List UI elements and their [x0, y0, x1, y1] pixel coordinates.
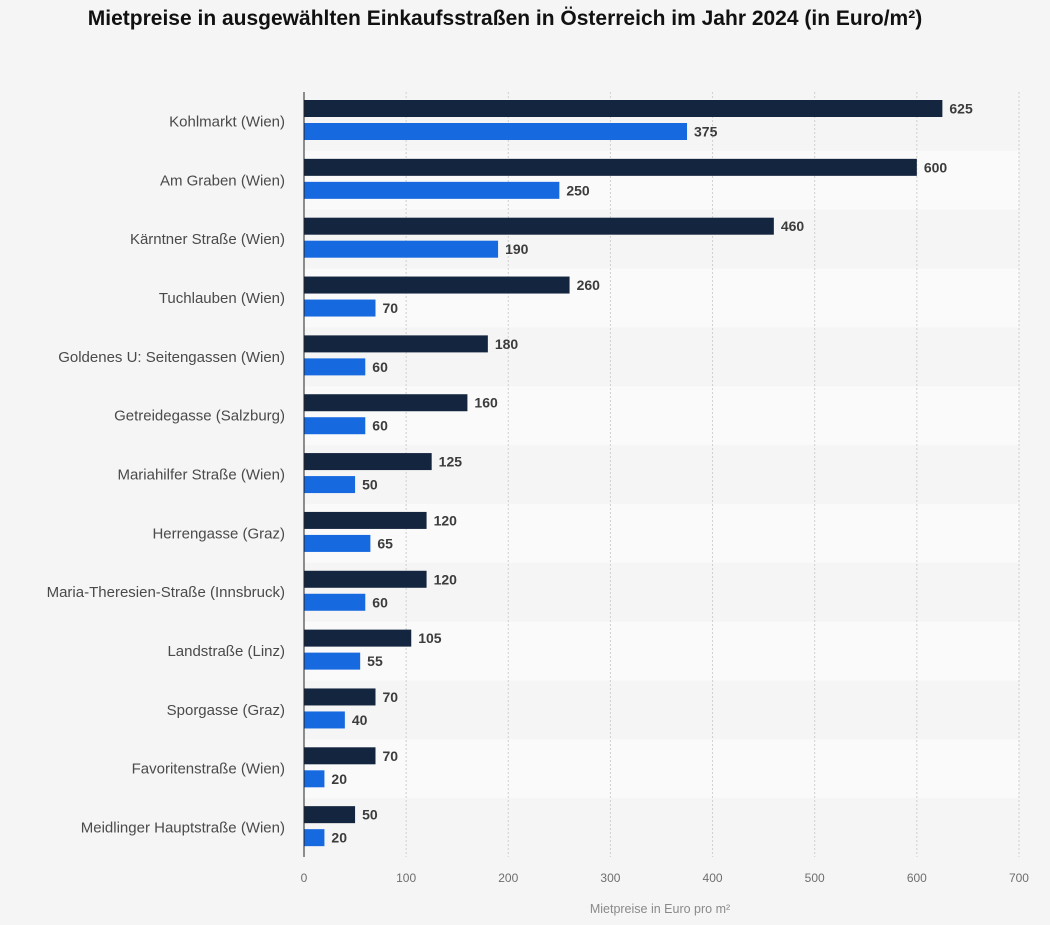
x-tick-label: 600 — [907, 871, 927, 885]
data-label: 460 — [781, 218, 805, 234]
category-label: Meidlinger Hauptstraße (Wien) — [81, 820, 285, 837]
row-bands — [304, 150, 1019, 799]
bar — [304, 652, 361, 670]
data-label: 180 — [495, 336, 519, 352]
bar — [304, 593, 366, 611]
x-tick-label: 400 — [703, 871, 723, 885]
data-label: 70 — [382, 300, 398, 316]
data-label: 70 — [382, 748, 398, 764]
bar — [304, 335, 488, 353]
category-label: Kohlmarkt (Wien) — [169, 113, 285, 130]
bar — [304, 394, 468, 412]
data-label: 60 — [372, 594, 388, 610]
bar — [304, 629, 412, 647]
category-label: Am Graben (Wien) — [160, 172, 285, 189]
row-band — [304, 739, 1019, 799]
category-label: Goldenes U: Seitengassen (Wien) — [58, 349, 285, 366]
data-label: 625 — [949, 101, 973, 117]
bar — [304, 534, 371, 552]
data-label: 55 — [367, 653, 383, 669]
bar — [304, 299, 376, 317]
category-label: Tuchlauben (Wien) — [159, 290, 285, 307]
bars — [304, 100, 943, 847]
bar — [304, 476, 356, 494]
bar — [304, 511, 427, 529]
bar — [304, 570, 427, 588]
data-label: 120 — [434, 571, 458, 587]
bar — [304, 453, 432, 471]
bar — [304, 417, 366, 435]
bar — [304, 240, 499, 258]
gridlines — [405, 92, 1020, 857]
data-label: 600 — [924, 159, 948, 175]
bar — [304, 181, 560, 199]
bar — [304, 123, 688, 140]
x-axis-title: Mietpreise in Euro pro m² — [590, 902, 730, 916]
bar — [304, 158, 917, 176]
bar — [304, 358, 366, 376]
bar — [304, 829, 325, 847]
data-label: 105 — [418, 630, 442, 646]
data-label: 60 — [372, 359, 388, 375]
bar — [304, 276, 570, 294]
x-tick-label: 300 — [600, 871, 620, 885]
x-tick-label: 0 — [301, 871, 308, 885]
bar — [304, 747, 376, 765]
bar — [304, 688, 376, 706]
category-label: Kärntner Straße (Wien) — [130, 231, 285, 248]
category-label: Favoritenstraße (Wien) — [132, 761, 285, 778]
category-label: Herrengasse (Graz) — [152, 525, 285, 542]
data-label: 190 — [505, 241, 529, 257]
bar — [304, 100, 943, 117]
bar — [304, 806, 356, 824]
category-label: Sporgasse (Graz) — [167, 702, 285, 719]
category-label: Landstraße (Linz) — [167, 643, 285, 660]
category-label: Getreidegasse (Salzburg) — [114, 408, 285, 425]
bar — [304, 711, 345, 729]
data-label: 160 — [474, 395, 498, 411]
bar — [304, 770, 325, 788]
data-label: 60 — [372, 418, 388, 434]
x-tick-label: 100 — [396, 871, 416, 885]
data-label: 20 — [331, 830, 347, 846]
labels: 0 100 200 300 400 500 600 700 Kohlmarkt (Wien) 62… — [47, 101, 1030, 886]
row-band — [304, 621, 1019, 681]
data-label: 20 — [331, 771, 347, 787]
data-label: 260 — [577, 277, 601, 293]
x-tick-label: 200 — [498, 871, 518, 885]
data-label: 70 — [382, 689, 398, 705]
data-label: 50 — [362, 807, 378, 823]
x-tick-label: 700 — [1009, 871, 1029, 885]
data-label: 375 — [694, 124, 718, 140]
data-label: 120 — [434, 512, 458, 528]
category-label: Maria-Theresien-Straße (Innsbruck) — [47, 584, 285, 601]
data-label: 50 — [362, 477, 378, 493]
data-label: 125 — [439, 454, 463, 470]
bar — [304, 217, 774, 235]
chart-title: Mietpreise in ausgewählten Einkaufsstraß… — [87, 7, 923, 30]
category-label: Mariahilfer Straße (Wien) — [117, 467, 285, 484]
data-label: 40 — [352, 712, 368, 728]
x-tick-label: 500 — [805, 871, 825, 885]
data-label: 250 — [566, 182, 590, 198]
data-label: 65 — [377, 535, 393, 551]
